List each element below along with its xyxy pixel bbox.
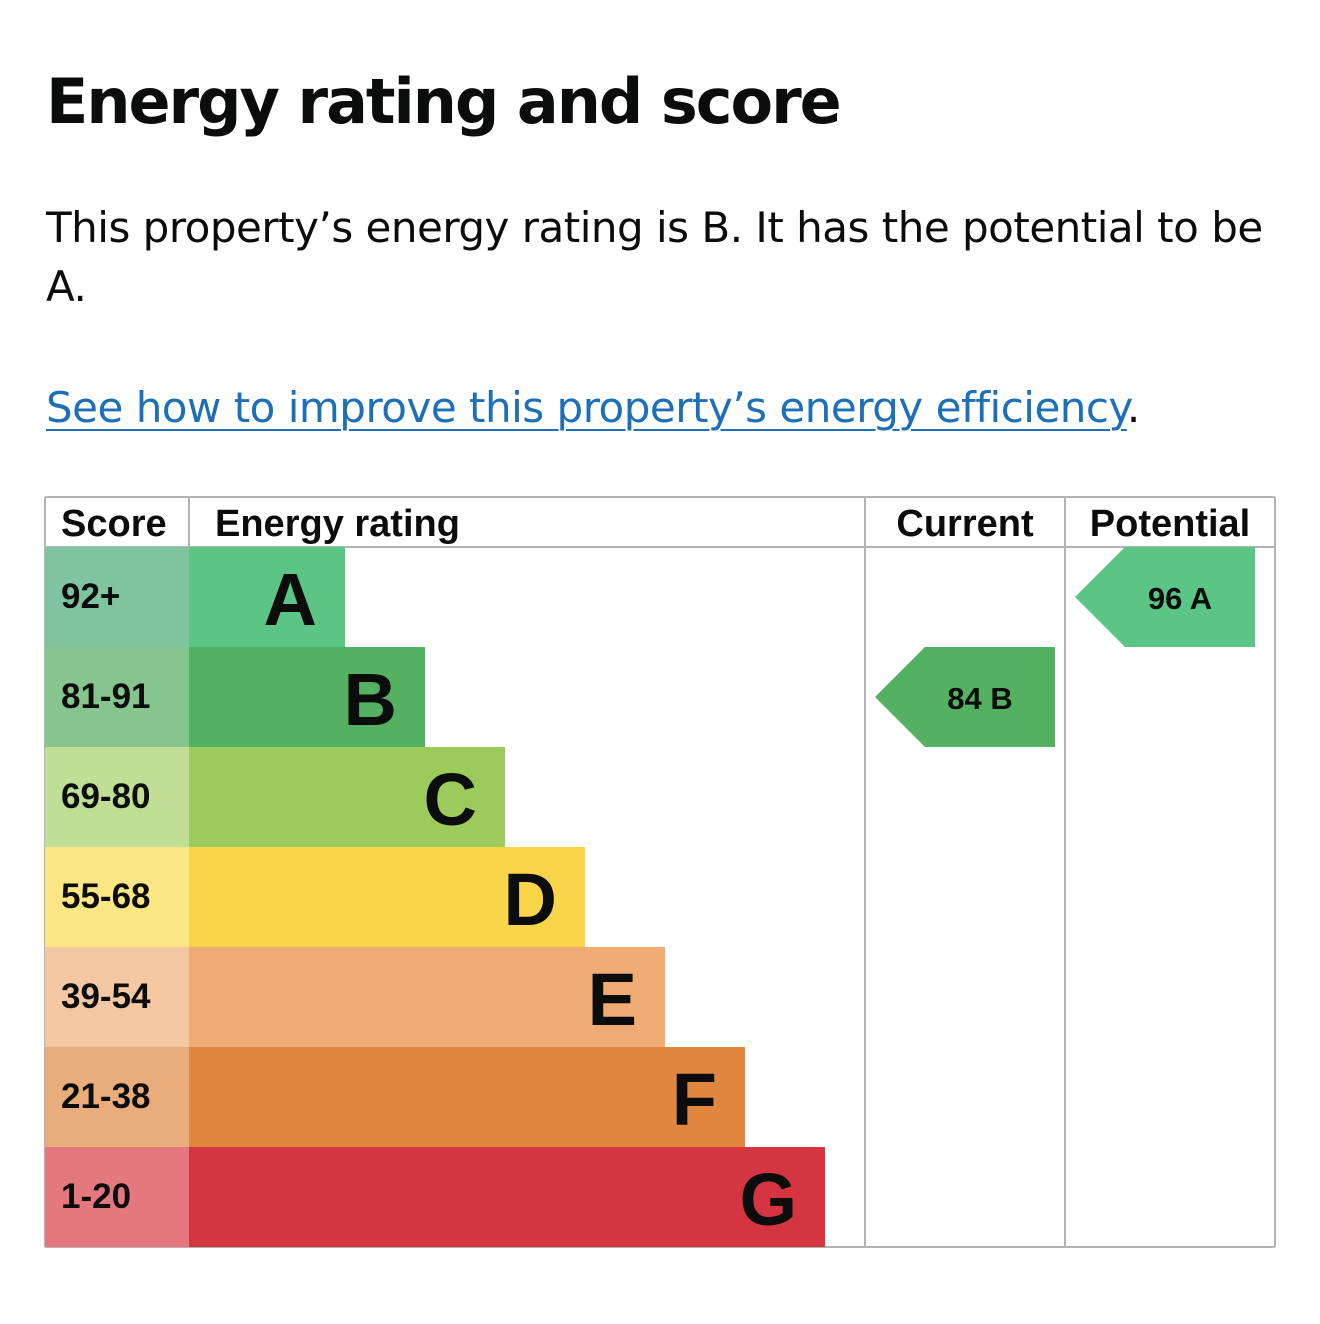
rating-bands: 92+ A 81-91 B 69-80 C 55-68 D 39-54 E 21-38 F 1-20 G [45, 547, 825, 1247]
header-potential: Potential [1090, 503, 1250, 545]
band-letter-f: F [672, 1058, 717, 1141]
improve-paragraph: See how to improve this property’s energ… [46, 378, 1140, 437]
band-bar-b [189, 647, 425, 747]
score-range-c: 69-80 [61, 777, 151, 816]
header-energy-rating: Energy rating [215, 503, 460, 545]
improve-link-suffix: . [1126, 383, 1140, 432]
current-arrow [875, 647, 1055, 747]
page-title: Energy rating and score [46, 65, 842, 138]
band-letter-d: D [504, 858, 557, 941]
score-range-e: 39-54 [61, 977, 151, 1016]
band-bar-e [189, 947, 665, 1047]
score-cell-a [45, 547, 189, 647]
current-arrow-label: 84 B [947, 681, 1012, 716]
score-cell-b [45, 647, 189, 747]
chart-headers: Score Energy rating Current Potential [61, 503, 1250, 545]
band-bar-c [189, 747, 505, 847]
band-letter-e: E [588, 958, 637, 1041]
score-range-b: 81-91 [61, 677, 151, 716]
band-bar-d [189, 847, 585, 947]
score-range-d: 55-68 [61, 877, 151, 916]
improve-efficiency-link[interactable]: See how to improve this property’s energ… [46, 383, 1127, 432]
band-letter-a: A [264, 558, 317, 641]
band-letter-c: C [424, 758, 477, 841]
header-score: Score [61, 503, 167, 545]
potential-arrow-label: 96 A [1148, 581, 1212, 616]
score-cell-f [45, 1047, 189, 1147]
rating-arrows: 84 B 96 A [875, 547, 1255, 747]
band-bar-f [189, 1047, 745, 1147]
potential-arrow [1075, 547, 1255, 647]
score-cell-d [45, 847, 189, 947]
band-letter-g: G [739, 1158, 797, 1241]
header-current: Current [896, 503, 1034, 545]
band-bar-a [189, 547, 345, 647]
score-cell-c [45, 747, 189, 847]
band-bar-g [189, 1147, 825, 1247]
score-cell-e [45, 947, 189, 1047]
score-range-f: 21-38 [61, 1077, 151, 1116]
rating-summary: This property’s energy rating is B. It h… [46, 203, 1263, 311]
score-cell-g [45, 1147, 189, 1247]
score-range-a: 92+ [61, 577, 120, 616]
band-letter-b: B [344, 658, 397, 741]
score-range-g: 1-20 [61, 1177, 131, 1216]
